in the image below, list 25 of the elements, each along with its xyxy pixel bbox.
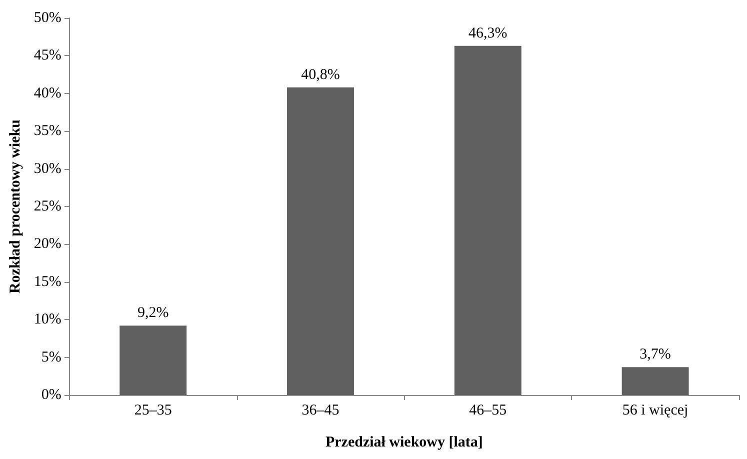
y-tick-label: 45% — [34, 48, 62, 64]
y-tick-label: 30% — [34, 160, 62, 177]
bar — [454, 46, 522, 395]
y-tick-label: 10% — [34, 312, 62, 328]
bar — [622, 367, 689, 395]
x-axis-title: Przedział wiekowy [lata] — [325, 434, 483, 450]
y-tick-label: 5% — [41, 349, 62, 366]
bar — [287, 87, 354, 395]
data-label: 46,3% — [468, 25, 508, 42]
data-label: 3,7% — [640, 346, 671, 363]
y-tick-label: 35% — [34, 123, 62, 140]
y-tick-label: 25% — [34, 198, 62, 214]
data-label: 40,8% — [301, 66, 340, 83]
bar — [120, 326, 187, 395]
y-tick-label: 0% — [41, 387, 62, 403]
y-tick-label: 50% — [34, 10, 62, 26]
y-axis-title: Rozkład procentowy wieku — [8, 120, 24, 294]
x-tick-label: 25–35 — [134, 402, 172, 418]
y-tick-label: 15% — [34, 274, 62, 290]
x-tick-label: 36–45 — [302, 402, 340, 418]
data-label: 9,2% — [137, 305, 169, 322]
y-tick-label: 20% — [34, 236, 62, 252]
y-tick-label: 40% — [34, 85, 62, 102]
x-tick-label: 56 i więcej — [622, 402, 688, 418]
x-tick-label: 46–55 — [469, 402, 507, 418]
